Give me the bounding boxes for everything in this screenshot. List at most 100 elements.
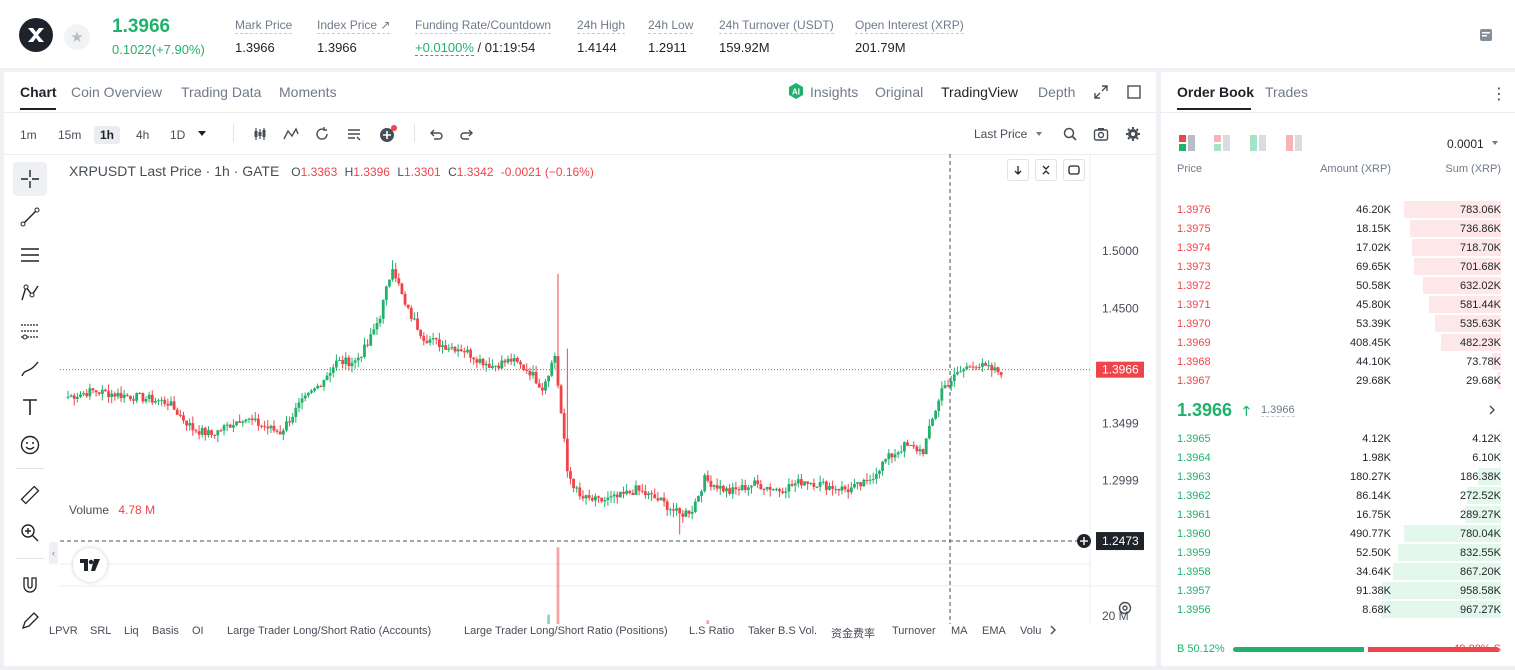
favorite-star-icon[interactable]: ★ (64, 24, 90, 50)
camera-icon[interactable] (1093, 126, 1109, 142)
replay-icon[interactable] (314, 126, 330, 142)
indicator-tab[interactable]: Taker B.S Vol. (748, 625, 818, 637)
brush-tool[interactable] (13, 352, 47, 386)
tab-tradingview[interactable]: TradingView (941, 84, 1019, 100)
gear-icon[interactable] (1125, 126, 1141, 142)
trend-line-tool[interactable] (13, 200, 47, 234)
order-row[interactable]: 1.3963 180.27K 186.38K (1161, 467, 1515, 486)
indicator-tab[interactable]: L.S Ratio (689, 625, 735, 637)
templates-icon[interactable] (346, 126, 362, 142)
price-type-select[interactable]: Last Price (974, 127, 1028, 141)
candle-body (824, 481, 828, 490)
candles-icon[interactable] (252, 126, 268, 142)
order-row[interactable]: 1.3969 408.45K 482.23K (1161, 333, 1515, 352)
row-sum: 186.38K (1460, 471, 1501, 483)
indicator-tab[interactable]: SRL (90, 625, 112, 637)
order-row[interactable]: 1.3974 17.02K 718.70K (1161, 238, 1515, 257)
order-row[interactable]: 1.3965 4.12K 4.12K (1161, 429, 1515, 448)
tab-depth[interactable]: Depth (1038, 84, 1076, 100)
order-row[interactable]: 1.3961 16.75K 289.27K (1161, 505, 1515, 524)
crosshair-tool[interactable] (13, 162, 47, 196)
order-row[interactable]: 1.3972 50.58K 632.02K (1161, 276, 1515, 295)
indicators-icon[interactable] (283, 126, 299, 142)
order-row[interactable]: 1.3964 1.98K 6.10K (1161, 448, 1515, 467)
indicator-tab[interactable]: Volu (1020, 625, 1042, 637)
order-row[interactable]: 1.3976 46.20K 783.06K (1161, 200, 1515, 219)
collapse-toolbar-button[interactable]: ‹ (49, 542, 58, 564)
tab-moments[interactable]: Moments (279, 84, 337, 100)
collapse-pane-button[interactable] (1035, 159, 1057, 181)
text-tool[interactable] (13, 390, 47, 424)
order-row[interactable]: 1.3968 44.10K 73.78K (1161, 352, 1515, 371)
tab-coin-overview[interactable]: Coin Overview (71, 84, 163, 100)
maximize-pane-button[interactable] (1063, 159, 1085, 181)
timeframe-15m[interactable]: 15m (58, 128, 82, 142)
view-bids-icon[interactable] (1250, 135, 1266, 151)
order-row[interactable]: 1.3975 18.15K 736.86K (1161, 219, 1515, 238)
order-row[interactable]: 1.3970 53.39K 535.63K (1161, 314, 1515, 333)
order-row[interactable]: 1.3967 29.68K 29.68K (1161, 371, 1515, 390)
chevron-down-icon[interactable] (197, 130, 207, 138)
indicator-tab[interactable]: LPVR (49, 625, 78, 637)
candle-body (622, 491, 625, 494)
indicator-tab[interactable]: EMA (982, 625, 1006, 637)
emoji-tool[interactable] (13, 428, 47, 462)
pattern-tool[interactable] (13, 276, 47, 310)
indicator-tab[interactable]: Turnover (892, 625, 936, 637)
search-icon[interactable] (1062, 126, 1078, 142)
zoom-in-tool[interactable] (13, 516, 47, 550)
chevron-right-icon[interactable] (1048, 624, 1058, 636)
add-alert-icon[interactable] (378, 124, 398, 144)
undo-icon[interactable] (428, 126, 444, 142)
indicator-tab[interactable]: Large Trader Long/Short Ratio (Positions… (464, 625, 668, 637)
notes-icon[interactable] (1478, 27, 1494, 43)
chevron-down-icon[interactable] (1035, 131, 1043, 137)
tab-trades[interactable]: Trades (1265, 84, 1309, 100)
tab-chart[interactable]: Chart (20, 84, 57, 100)
more-icon[interactable]: ⋮ (1491, 86, 1507, 103)
view-asks-icon[interactable] (1286, 135, 1302, 151)
order-row[interactable]: 1.3973 69.65K 701.68K (1161, 257, 1515, 276)
timeframe-4h[interactable]: 4h (136, 128, 150, 142)
candle-body (416, 318, 419, 330)
expand-icon[interactable] (1094, 85, 1108, 99)
candle-body (628, 490, 632, 493)
indicator-tab[interactable]: Basis (152, 625, 179, 637)
view-both-alt-icon[interactable] (1214, 135, 1230, 151)
timeframe-1D[interactable]: 1D (170, 128, 186, 142)
tab-insights[interactable]: Insights (810, 84, 859, 100)
fib-tool[interactable] (13, 314, 47, 348)
magnet-tool[interactable] (13, 568, 47, 602)
ruler-tool[interactable] (13, 478, 47, 512)
redo-icon[interactable] (459, 126, 475, 142)
timeframe-1m[interactable]: 1m (20, 128, 37, 142)
indicator-tab[interactable]: Liq (124, 625, 139, 637)
chart-settings-icon[interactable] (1117, 600, 1133, 616)
indicator-tab[interactable]: Large Trader Long/Short Ratio (Accounts) (227, 625, 432, 637)
order-row[interactable]: 1.3962 86.14K 272.52K (1161, 486, 1515, 505)
indicator-tab[interactable]: MA (951, 625, 968, 637)
timeframe-1h[interactable]: 1h (94, 126, 121, 144)
order-row[interactable]: 1.3960 490.77K 780.04K (1161, 524, 1515, 543)
horizontal-lines-tool[interactable] (13, 238, 47, 272)
order-row[interactable]: 1.3958 34.64K 867.20K (1161, 562, 1515, 581)
precision-select[interactable]: 0.0001 (1447, 137, 1484, 151)
window-icon[interactable] (1127, 85, 1141, 99)
order-row[interactable]: 1.3959 52.50K 832.55K (1161, 543, 1515, 562)
tradingview-logo-icon[interactable] (73, 548, 107, 582)
chevron-down-icon[interactable] (1491, 140, 1499, 146)
order-row[interactable]: 1.3957 91.38K 958.58K (1161, 581, 1515, 600)
order-row[interactable]: 1.3971 45.80K 581.44K (1161, 295, 1515, 314)
tab-original[interactable]: Original (875, 84, 924, 100)
pencil-lock-tool[interactable] (13, 604, 47, 638)
view-both-icon[interactable] (1179, 135, 1195, 151)
chevron-right-icon[interactable] (1487, 404, 1497, 416)
scroll-down-button[interactable] (1007, 159, 1029, 181)
indicator-tab[interactable]: OI (192, 625, 204, 637)
candle-body (459, 349, 463, 352)
tab-order-book[interactable]: Order Book (1177, 84, 1255, 100)
indicator-tab[interactable]: 资金费率 (831, 628, 875, 640)
order-row[interactable]: 1.3956 8.68K 967.27K (1161, 600, 1515, 619)
tab-trading-data[interactable]: Trading Data (181, 84, 262, 100)
